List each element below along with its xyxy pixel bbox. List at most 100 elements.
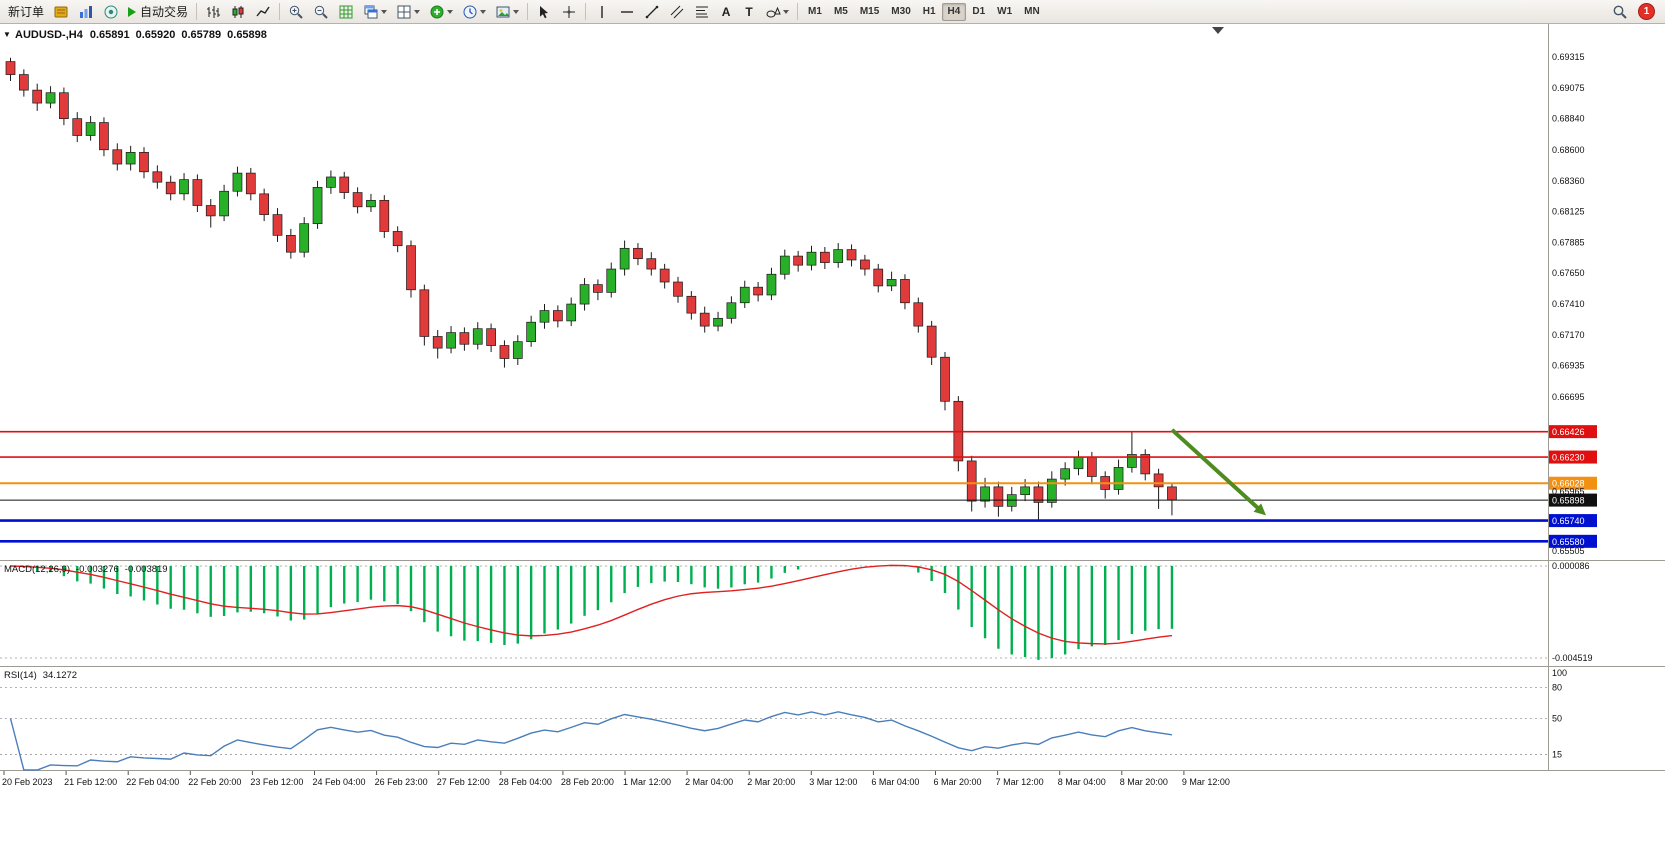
timeframe-mn[interactable]: MN	[1024, 6, 1040, 17]
vertical-line-tool-button[interactable]	[590, 2, 614, 22]
history-center-button[interactable]	[99, 2, 123, 22]
cursor-tool-button[interactable]	[532, 2, 556, 22]
hlines-layer[interactable]	[0, 430, 1548, 543]
candle	[1167, 486, 1177, 501]
chevron-down-icon	[381, 9, 388, 14]
price-axis-layer[interactable]: 0.66426 0.66230 0.66028 0.65898 0.65740 0.655…	[1549, 52, 1597, 556]
price-axis-label: 0.66695	[1552, 392, 1585, 402]
candle	[1140, 454, 1151, 475]
crosshair-tool-button[interactable]	[557, 2, 581, 22]
cascade-windows-button[interactable]	[359, 2, 391, 22]
timeframe-d1[interactable]: D1	[972, 6, 986, 17]
timeframe-m5[interactable]: M5	[833, 6, 848, 17]
arrow-layer[interactable]	[1170, 27, 1266, 516]
candle	[713, 317, 723, 327]
market-watch-icon	[80, 5, 93, 18]
cascade-windows-icon	[364, 5, 378, 18]
new-order-button[interactable]: 新订单	[4, 2, 48, 22]
time-axis-label: 22 Feb 04:00	[126, 777, 179, 787]
candle	[85, 122, 96, 136]
price-axis-label: 0.69075	[1552, 83, 1585, 93]
timeframe-h1[interactable]: H1	[922, 6, 936, 17]
candle	[846, 249, 857, 261]
candle	[19, 74, 29, 91]
timeframe-h4[interactable]: H4	[941, 2, 967, 21]
time-axis-label: 2 Mar 20:00	[747, 777, 795, 787]
indicators-button[interactable]	[334, 2, 358, 22]
history-center-icon	[104, 5, 118, 18]
label-tool-button[interactable]: T	[738, 2, 760, 22]
price-badge-label: 0.66028	[1552, 479, 1585, 489]
timeframe-m1[interactable]: M1	[808, 6, 822, 17]
vertical-line-icon	[601, 5, 603, 18]
horizontal-line-icon	[621, 10, 634, 13]
timeframe-w1[interactable]: W1	[997, 6, 1013, 17]
line-chart-style-button[interactable]	[251, 2, 275, 22]
notification-badge[interactable]: 1	[1638, 3, 1655, 20]
time-axis-label: 8 Mar 04:00	[1058, 777, 1106, 787]
period-button[interactable]	[458, 2, 490, 22]
separators-layer	[0, 24, 1665, 771]
rsi-level-label: 50	[1552, 714, 1562, 724]
candle	[686, 295, 697, 314]
time-axis-label: 26 Feb 23:00	[375, 777, 428, 787]
chevron-down-icon	[414, 9, 421, 14]
candle	[940, 356, 950, 402]
zoom-in-button[interactable]	[284, 2, 308, 22]
candle	[152, 171, 163, 183]
trend-arrow[interactable]	[1170, 428, 1262, 512]
search-button[interactable]	[1608, 2, 1632, 22]
toolbar-separator	[527, 3, 529, 20]
timeframe-m15[interactable]: M15	[859, 6, 880, 17]
tile-windows-button[interactable]	[392, 2, 424, 22]
candle	[59, 92, 69, 119]
candle	[913, 302, 924, 327]
price-badge	[1549, 425, 1597, 439]
candle	[179, 179, 189, 195]
price-badge-label: 0.65580	[1552, 537, 1585, 547]
shapes-tool-button[interactable]	[761, 2, 793, 22]
trendline-tool-button[interactable]	[640, 2, 664, 22]
candle	[926, 325, 937, 358]
template-button[interactable]	[491, 2, 523, 22]
toolbar-separator	[585, 3, 587, 20]
candle	[886, 279, 897, 287]
zoom-out-icon	[314, 5, 328, 19]
candle	[72, 118, 83, 136]
time-axis-layer[interactable]: 20 Feb 2023 21 Feb 12:00 22 Feb 04:00 22 Fe…	[2, 771, 1230, 787]
scroll-position-marker[interactable]	[1212, 27, 1224, 34]
candle	[259, 193, 269, 215]
candle	[873, 268, 884, 287]
timeframe-toolbar: M1 M5 M15 M30 H1 H4 D1 W1 MN	[802, 2, 1046, 21]
candle	[432, 336, 443, 349]
bar-chart-style-icon	[207, 5, 221, 18]
candle	[512, 341, 523, 359]
time-axis-label: 6 Mar 20:00	[934, 777, 982, 787]
time-axis-label: 8 Mar 20:00	[1120, 777, 1168, 787]
candle	[192, 179, 203, 206]
auto-trading-button[interactable]: 自动交易	[124, 2, 192, 22]
bar-chart-style-button[interactable]	[201, 2, 225, 22]
zoom-out-button[interactable]	[309, 2, 333, 22]
candle	[125, 152, 136, 165]
price-axis-label: 0.68125	[1552, 206, 1585, 216]
market-watch-button[interactable]	[74, 2, 98, 22]
timeframe-m30[interactable]: M30	[891, 6, 911, 17]
text-tool-button[interactable]: A	[715, 2, 737, 22]
chart-menu-arrow[interactable]: ▼	[3, 30, 11, 39]
order-book-button[interactable]	[49, 2, 73, 22]
candlestick-style-button[interactable]	[226, 2, 250, 22]
candle	[659, 268, 670, 283]
add-indicator-button[interactable]	[425, 2, 457, 22]
horizontal-line-tool-button[interactable]	[615, 2, 639, 22]
fibonacci-icon	[696, 6, 709, 17]
candle	[1046, 478, 1057, 503]
candle	[980, 486, 990, 502]
channel-tool-button[interactable]	[665, 2, 689, 22]
candle	[526, 321, 537, 343]
time-axis-label: 22 Feb 20:00	[188, 777, 241, 787]
candle	[619, 247, 630, 270]
candle	[286, 234, 296, 253]
fibonacci-tool-button[interactable]	[690, 2, 714, 22]
